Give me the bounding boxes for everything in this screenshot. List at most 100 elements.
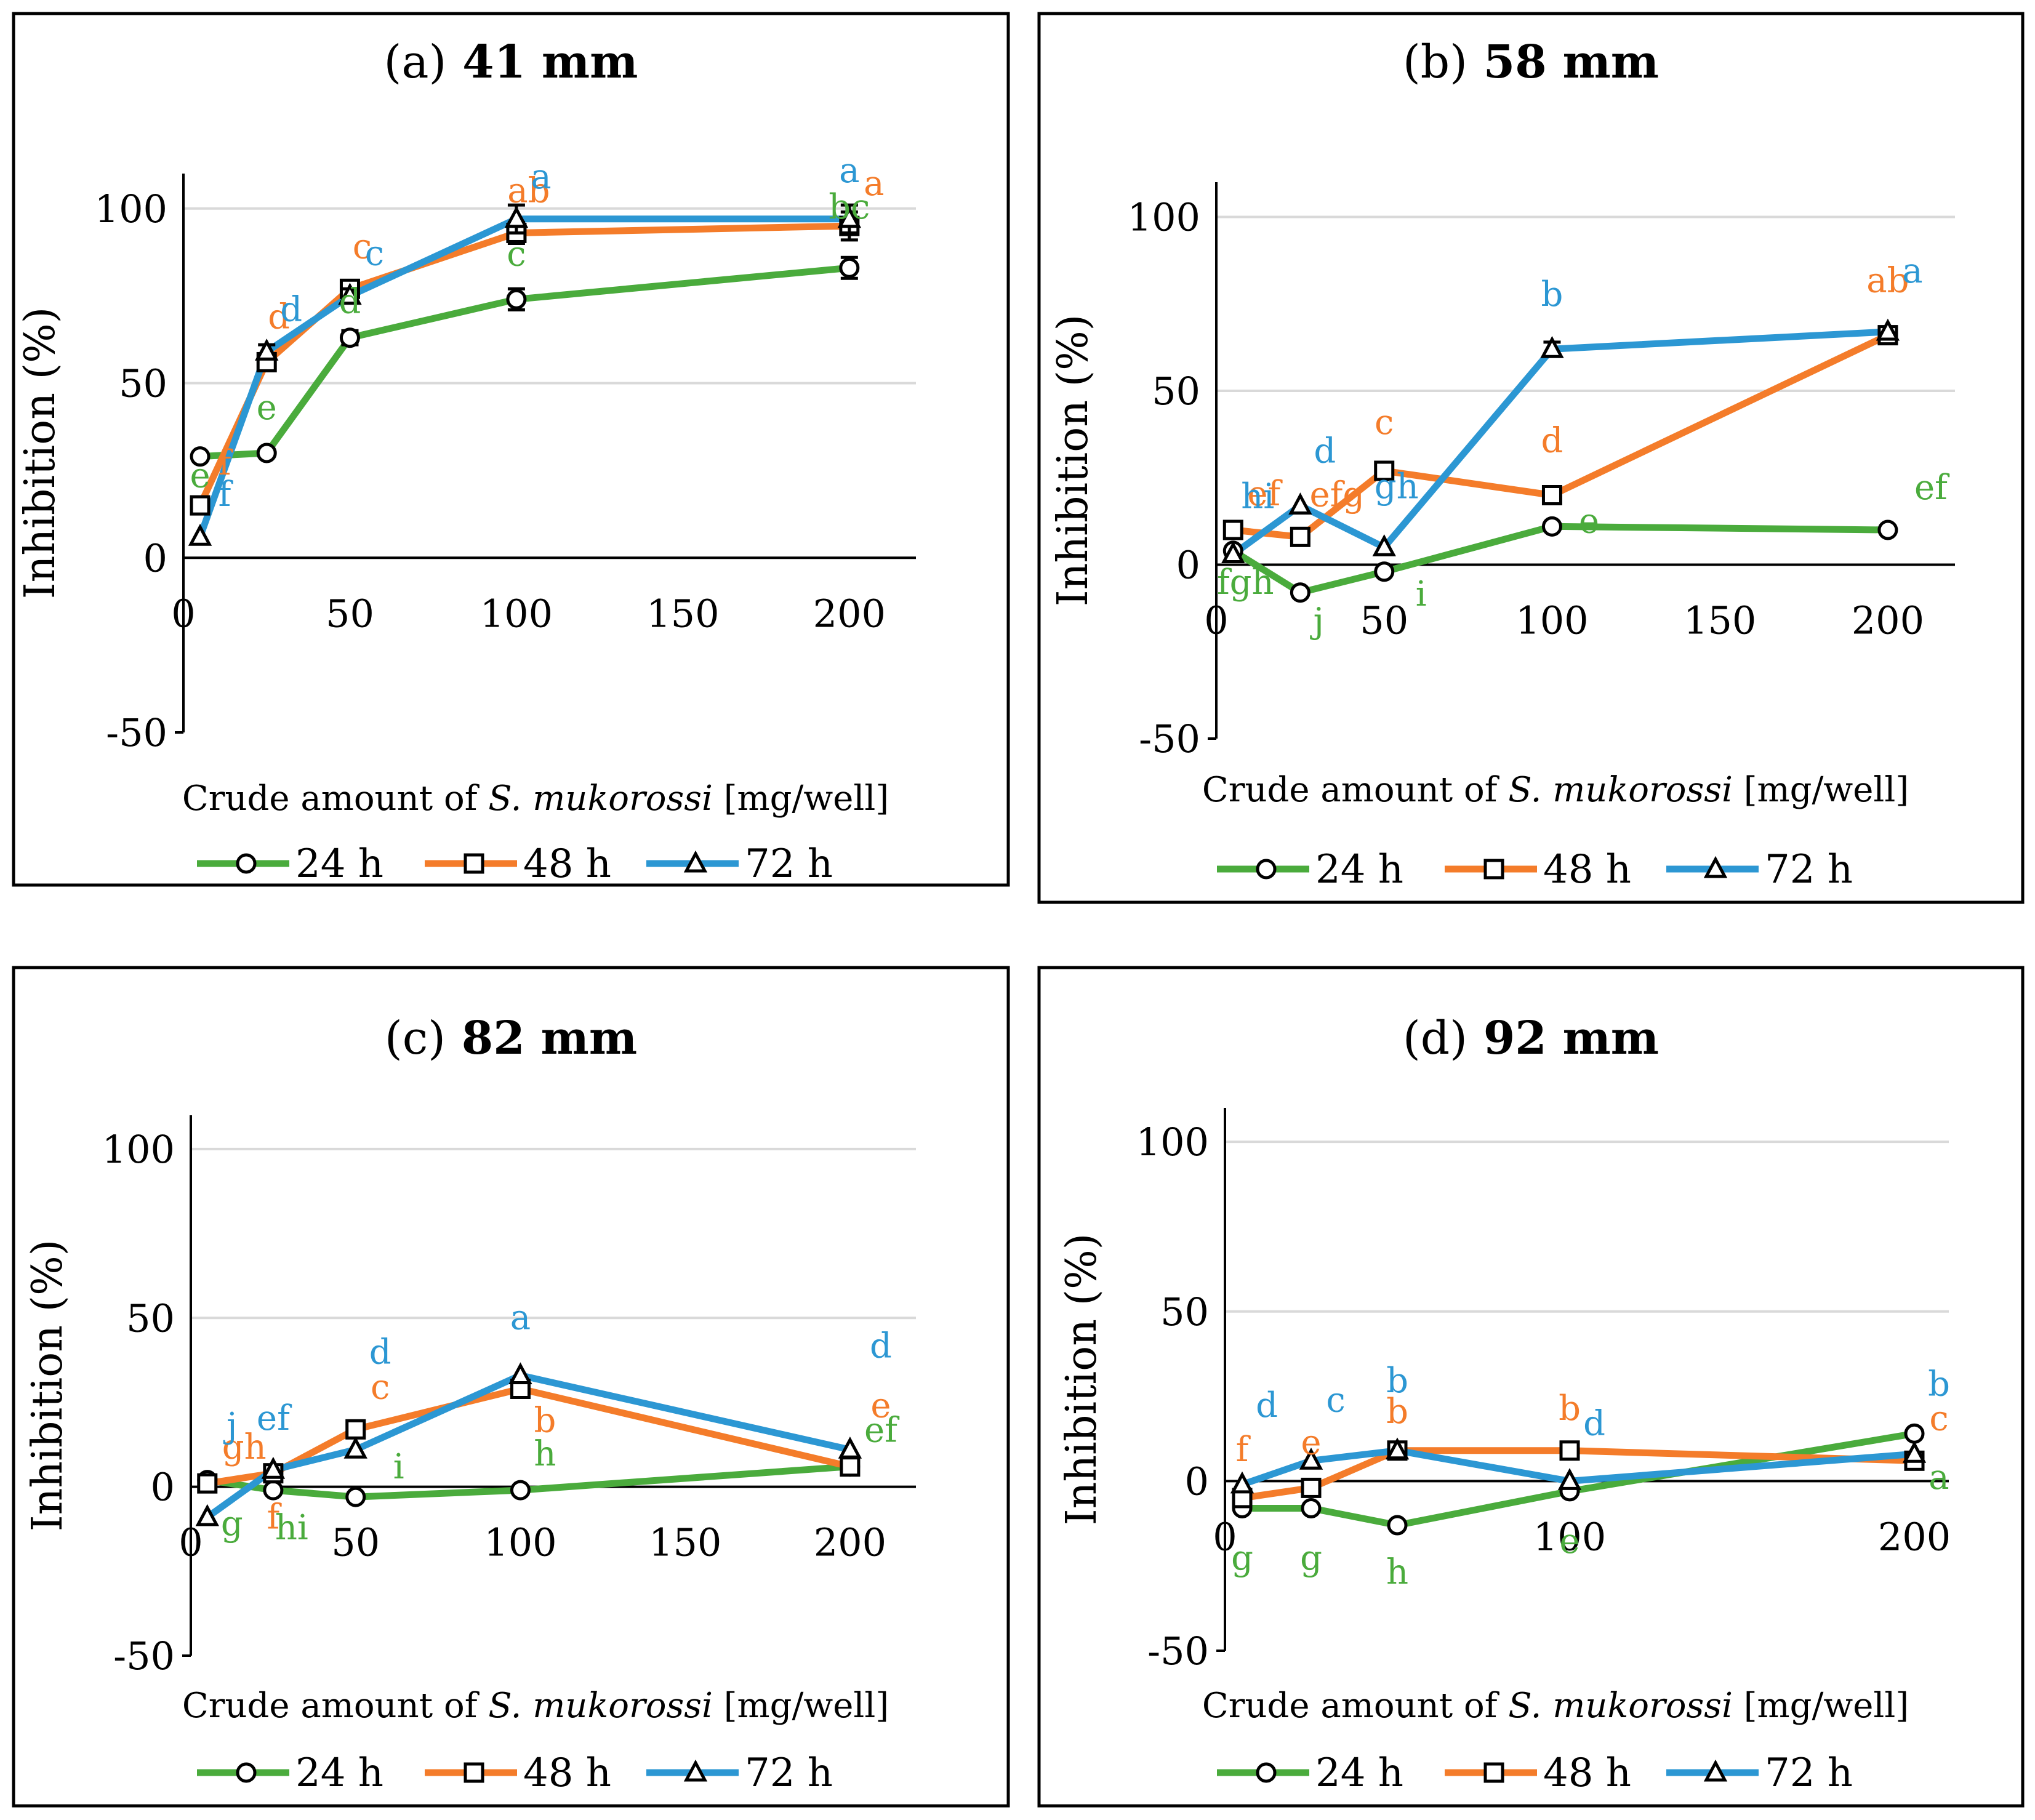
panel-d: (d) 92 mm -50 0 50 100 0 100 200 Inhibition (%) C… — [1037, 966, 2025, 1808]
significance-letter: d — [1541, 421, 1563, 461]
x-tick-label: 200 — [813, 591, 886, 636]
point-48h-square — [1541, 485, 1562, 505]
panel-letter: (b) — [1403, 36, 1467, 89]
point-72h-triangle — [255, 339, 279, 361]
y-axis-label: Inhibition (%) — [23, 1240, 72, 1532]
significance-letter: g — [1231, 1538, 1253, 1578]
significance-letter: efg — [1310, 475, 1365, 515]
x-axis-label: Crude amount of S. mukorossi [mg/well] — [182, 1686, 889, 1726]
x-label-part: Crude amount of — [182, 1686, 488, 1726]
x-tick-label: 100 — [1515, 598, 1588, 643]
legend-label: 24 h — [1315, 847, 1403, 892]
panel-title: (c) 82 mm — [385, 1012, 637, 1065]
x-tick-label: 200 — [1852, 598, 1924, 643]
panel-letter: (d) — [1403, 1012, 1467, 1065]
legend-label: 24 h — [295, 841, 383, 887]
y-tick-label: 0 — [151, 1465, 175, 1510]
x-label-part: Crude amount of — [182, 779, 488, 819]
legend-marker-circle — [1256, 859, 1277, 880]
y-tick-label: 100 — [95, 186, 167, 231]
significance-letter: f — [219, 475, 234, 515]
legend-label: 48 h — [523, 841, 611, 887]
significance-letter: e — [1579, 501, 1599, 541]
panel-a: (a) 41 mm -50 0 50 100 0 50 100 150 200 Inhibition… — [12, 12, 1010, 887]
y-tick-label: 0 — [1185, 1459, 1209, 1504]
significance-letter: d — [280, 289, 302, 329]
y-tick-label: 100 — [102, 1127, 175, 1172]
point-72h-triangle — [1372, 534, 1396, 556]
significance-letter: g — [221, 1504, 243, 1544]
y-tick-label: 100 — [1136, 1120, 1209, 1165]
legend-label: 48 h — [1543, 1750, 1631, 1796]
significance-letter: d — [369, 1332, 391, 1372]
significance-letter: d — [870, 1326, 892, 1366]
point-24h-circle — [1877, 519, 1898, 540]
significance-letter: c — [371, 1367, 390, 1407]
point-48h-square — [197, 1473, 218, 1494]
significance-letter: i — [1416, 574, 1427, 614]
panel-frame — [1037, 12, 2025, 904]
x-axis-label: Crude amount of S. mukorossi [mg/well] — [1202, 770, 1909, 810]
significance-letter: b — [1559, 1389, 1581, 1429]
legend-marker-circle — [236, 1762, 257, 1783]
legend-marker-triangle — [683, 850, 708, 873]
legend-marker-triangle — [1703, 1759, 1728, 1782]
point-24h-circle — [1904, 1423, 1925, 1444]
y-tick-label: 50 — [126, 1296, 175, 1341]
point-24h-circle — [190, 446, 211, 467]
point-72h-triangle — [838, 1436, 862, 1459]
x-tick-label: 150 — [1684, 598, 1756, 643]
significance-letter: d — [339, 282, 361, 322]
significance-letter: e — [1559, 1521, 1579, 1561]
panel-size: 82 mm — [446, 1012, 637, 1065]
point-48h-square — [840, 1456, 861, 1477]
legend-label: 72 h — [1765, 847, 1853, 892]
series-line-48h — [206, 1385, 851, 1487]
point-72h-triangle — [504, 206, 529, 228]
point-72h-triangle — [1876, 318, 1900, 341]
x-label-species: S. mukorossi — [1508, 1686, 1733, 1726]
point-24h-circle — [1387, 1515, 1408, 1536]
point-24h-circle — [839, 257, 860, 278]
legend: 24 h 48 h 72 h — [1217, 1750, 1853, 1796]
point-72h-triangle — [338, 283, 362, 305]
significance-letter: ef — [257, 1398, 292, 1438]
point-48h-square — [1559, 1440, 1580, 1461]
legend: 24 h 48 h 72 h — [197, 1750, 833, 1796]
y-axis-label: Inhibition (%) — [16, 307, 65, 599]
panel-size: 41 mm — [446, 36, 638, 89]
point-72h-triangle — [1230, 1471, 1254, 1494]
significance-letter: a — [1902, 251, 1922, 291]
panel-frame — [12, 966, 1010, 1808]
significance-letter: bc — [829, 187, 870, 227]
x-tick-label: 150 — [649, 1520, 721, 1565]
panel-title: (a) 41 mm — [384, 36, 638, 89]
point-72h-triangle — [343, 1436, 367, 1459]
x-tick-label: 0 — [179, 1520, 203, 1565]
y-tick-label: -50 — [1139, 716, 1200, 761]
significance-letter: d — [1314, 431, 1336, 471]
y-tick-label: 50 — [1152, 369, 1200, 414]
legend-label: 72 h — [745, 841, 833, 887]
point-72h-triangle — [1288, 492, 1312, 515]
y-axis-label: Inhibition (%) — [1049, 315, 1098, 607]
point-72h-triangle — [195, 1504, 219, 1526]
legend-marker-circle — [236, 853, 257, 874]
legend-marker-square — [1483, 1762, 1504, 1783]
legend-label: 72 h — [745, 1750, 833, 1796]
panel-frame — [12, 12, 1010, 887]
x-label-unit: [mg/well] — [1733, 770, 1909, 810]
significance-letter: c — [507, 234, 526, 274]
x-label-unit: [mg/well] — [713, 1686, 889, 1726]
legend-label: 24 h — [295, 1750, 383, 1796]
significance-letter: gh — [222, 1427, 267, 1467]
panel-title: (b) 58 mm — [1403, 36, 1659, 89]
point-24h-circle — [1290, 582, 1311, 603]
legend-marker-triangle — [683, 1759, 708, 1782]
significance-letter: gh — [1375, 467, 1419, 507]
significance-letter: e — [870, 1386, 891, 1426]
legend-label: 48 h — [523, 1750, 611, 1796]
x-tick-label: 0 — [171, 591, 195, 636]
legend-label: 24 h — [1315, 1750, 1403, 1796]
